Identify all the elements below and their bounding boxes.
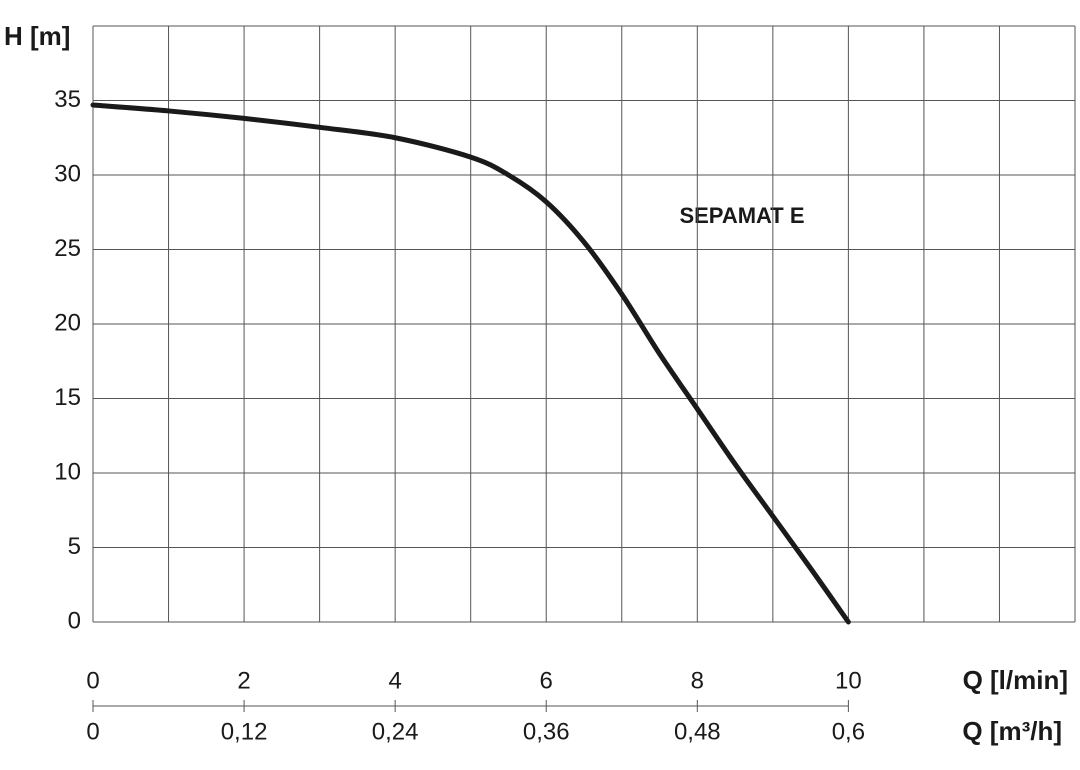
x2-tick-label: 0,6	[832, 718, 865, 745]
x-tick-label: 2	[237, 667, 250, 694]
y-tick-label: 15	[54, 384, 81, 411]
x-tick-label: 4	[388, 667, 401, 694]
y-tick-label: 30	[54, 160, 81, 187]
y-tick-label: 35	[54, 86, 81, 113]
x-tick-label: 8	[691, 667, 704, 694]
y-tick-label: 5	[68, 533, 81, 560]
x2-tick-label: 0	[86, 718, 99, 745]
x-tick-label: 6	[540, 667, 553, 694]
y-tick-label: 10	[54, 458, 81, 485]
curve	[90, 102, 851, 625]
annotation: SEPAMAT E	[679, 203, 804, 228]
x2-tick-label: 0,24	[372, 718, 419, 745]
x-tick-label: 0	[86, 667, 99, 694]
x2-tick-label: 0,36	[523, 718, 570, 745]
y-tick-label: 0	[68, 607, 81, 634]
x2-tick-label: 0,12	[221, 718, 268, 745]
x2-axis-label: Q [m³/h]	[962, 716, 1062, 746]
x2-tick-label: 0,48	[674, 718, 721, 745]
y-axis-label: H [m]	[4, 21, 70, 51]
y-tick-label: 20	[54, 309, 81, 336]
y-tick-label: 25	[54, 235, 81, 262]
x-axis-label: Q [l/min]	[963, 665, 1068, 695]
x-tick-label: 10	[835, 667, 862, 694]
